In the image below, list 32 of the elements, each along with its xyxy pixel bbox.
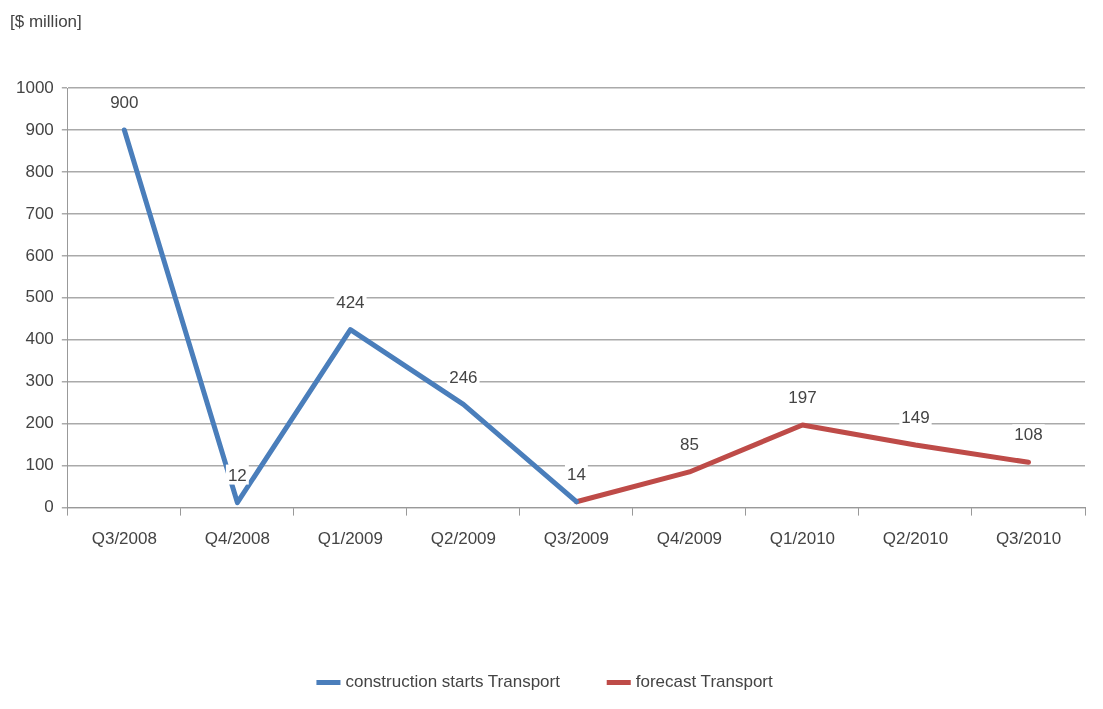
x-tick-label: Q1/2010: [769, 529, 836, 549]
data-label: 424: [336, 292, 365, 312]
y-tick-label: 500: [25, 287, 54, 307]
data-label: 85: [679, 435, 699, 455]
y-axis-title: [$ million]: [10, 12, 82, 32]
y-tick-label: 900: [25, 119, 54, 139]
y-tick-label: 300: [25, 371, 54, 391]
data-label: 12: [227, 465, 247, 485]
y-tick-label: 800: [25, 161, 54, 181]
x-tick-label: Q4/2008: [204, 529, 270, 549]
data-label: 246: [449, 367, 478, 387]
y-tick-label: 400: [25, 329, 54, 349]
data-label: 108: [1014, 425, 1043, 445]
legend-label: forecast Transport: [635, 672, 774, 692]
data-label: 197: [788, 388, 817, 408]
x-tick-label: Q1/2009: [317, 529, 383, 549]
y-tick-label: 0: [44, 497, 54, 517]
y-tick-label: 700: [25, 203, 54, 223]
y-tick-label: 1000: [15, 77, 54, 97]
y-tick-label: 100: [25, 455, 54, 475]
x-tick-label: Q3/2010: [995, 529, 1062, 549]
y-tick-label: 200: [25, 413, 54, 433]
x-tick-label: Q4/2009: [656, 529, 723, 549]
x-tick-label: Q2/2009: [430, 529, 497, 549]
data-label: 149: [901, 408, 930, 428]
data-label: 14: [566, 464, 586, 484]
x-tick-label: Q3/2008: [91, 529, 157, 549]
legend-label: construction starts Transport: [345, 672, 561, 692]
y-tick-label: 600: [25, 245, 54, 265]
x-tick-label: Q3/2009: [543, 529, 610, 549]
data-label: 900: [110, 93, 139, 113]
x-tick-label: Q2/2010: [882, 529, 949, 549]
